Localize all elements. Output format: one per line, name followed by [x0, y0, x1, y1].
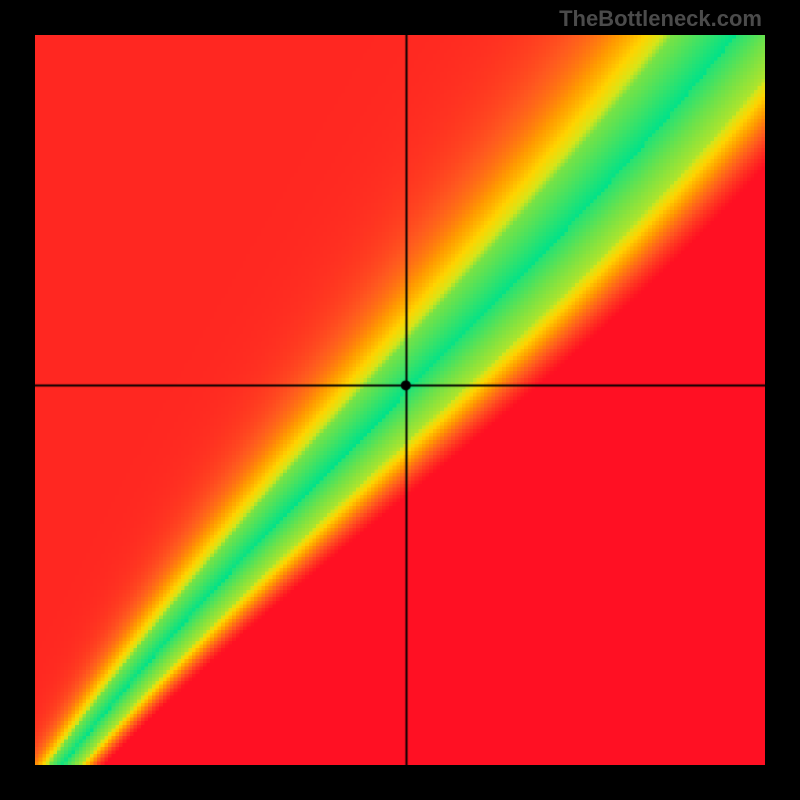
bottleneck-heatmap — [35, 35, 765, 765]
watermark-text: TheBottleneck.com — [559, 6, 762, 32]
chart-container: { "watermark": { "text": "TheBottleneck.… — [0, 0, 800, 800]
